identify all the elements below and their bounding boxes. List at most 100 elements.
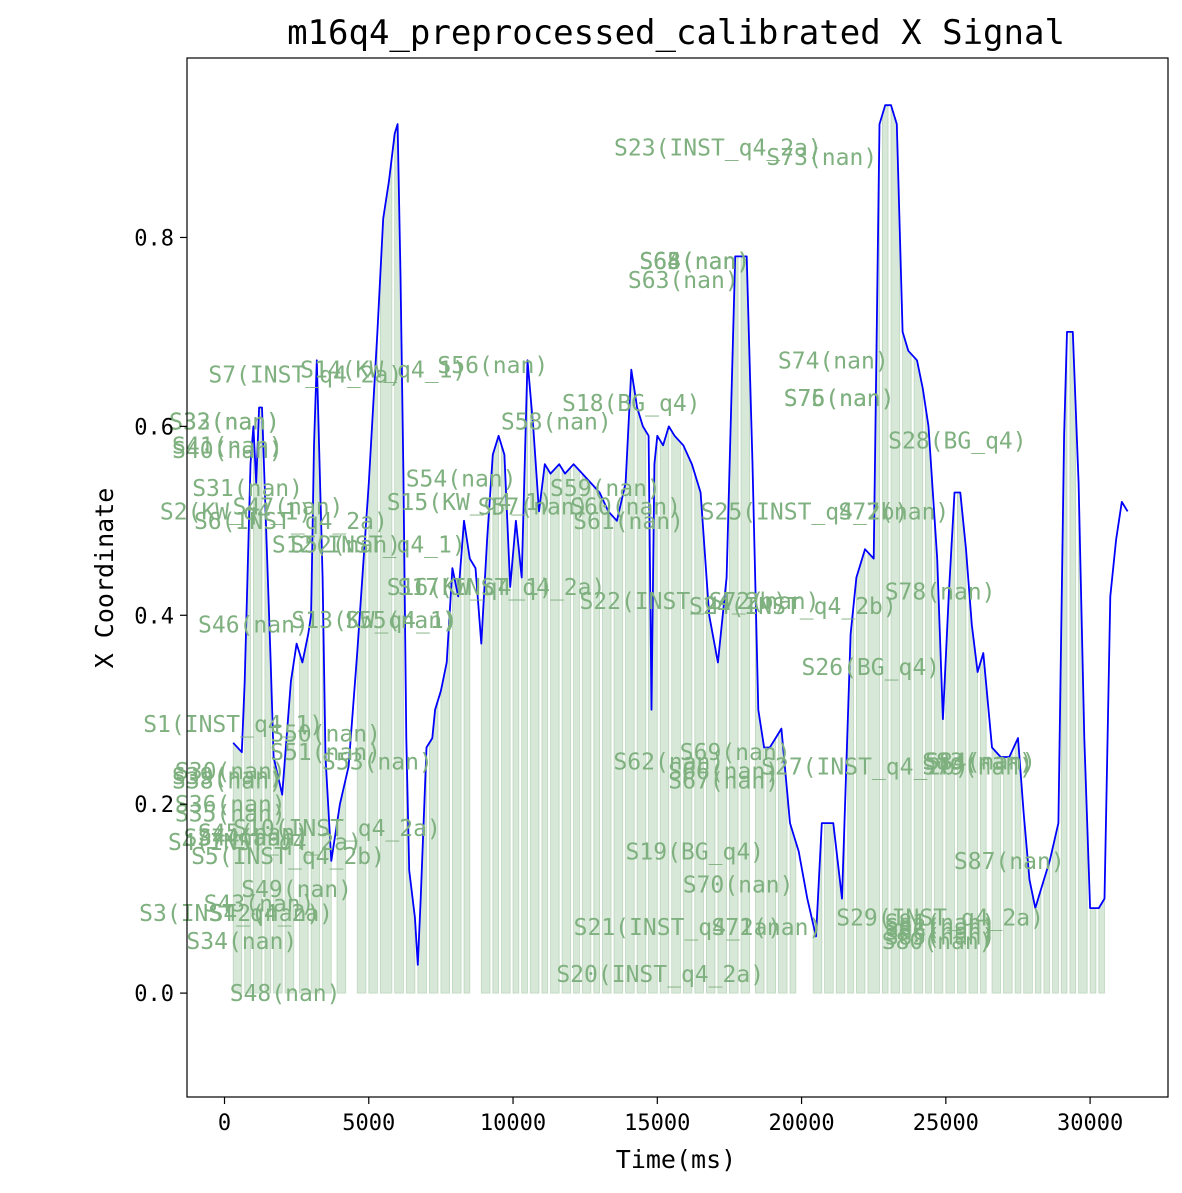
segment-label: S53(nan) [322, 750, 433, 776]
segment-label: S12(INST_q4_1) [272, 532, 466, 558]
segment-label: S66(nan) [668, 759, 779, 785]
chart-title: m16q4_preprocessed_calibrated X Signal [287, 13, 1065, 53]
plot-frame [186, 57, 1169, 1098]
segment-label: S64(nan) [639, 249, 750, 275]
segment-label: S60(nan) [570, 495, 681, 521]
segment-label: S35(nan) [175, 802, 286, 828]
segment-label: S26(BG_q4) [802, 655, 940, 681]
segment-label: S23(INST_q4_2a) [614, 136, 822, 162]
segment-label: S87(nan) [954, 849, 1065, 875]
segment-label: S63(nan) [628, 268, 739, 294]
segment-label: S30(nan) [175, 759, 286, 785]
segment-label: S22(INST_q4_2b) [579, 589, 787, 615]
segment-label: S43(nan) [204, 891, 315, 917]
x-tick-label: 25000 [913, 1111, 979, 1136]
segment-label: S2(KW_q4_1) [160, 499, 312, 525]
segment-label: S85(nan) [885, 924, 996, 950]
segment-label: S1(INST_q4_1) [143, 712, 323, 738]
segment-label: S49(nan) [241, 877, 352, 903]
segment-label: S41(nan) [172, 433, 283, 459]
segment-label: S33(nan) [169, 410, 280, 436]
segment-label: S61(nan) [573, 509, 684, 535]
segment-fill-57 [890, 105, 901, 994]
y-axis-label: X Coordinate [90, 488, 119, 669]
y-tick-label: 0.8 [134, 226, 174, 251]
segment-fill-76 [1089, 907, 1097, 994]
segment-label: S44(nan) [198, 825, 309, 851]
segment-label: S69(nan) [680, 740, 791, 766]
segment-label: S62(nan) [613, 750, 724, 776]
y-ticks: 0.0 0.2 0.4 0.6 0.8 [134, 226, 187, 1007]
segment-label: S70(nan) [683, 873, 794, 899]
segment-label: S15(KW_q4_1) [387, 490, 553, 516]
segment-fill-17 [428, 700, 439, 994]
x-tick-label: 0 [218, 1111, 231, 1136]
segment-label: S39(nan) [172, 764, 283, 790]
segment-label: S3(INST_q4_2a) [139, 901, 333, 927]
segment-label: S72(nan) [709, 589, 820, 615]
segment-fill-29 [561, 466, 572, 994]
segment-label: S51(nan) [270, 740, 381, 766]
segment-fill-56 [882, 104, 889, 994]
segment-label: S20(INST_q4_2a) [556, 962, 764, 988]
segment-label: S76(nan) [784, 386, 895, 412]
segment-label: S14(KW_q4_1) [300, 358, 466, 384]
segment-label: S71(nan) [712, 915, 823, 941]
segment-label: S10(INST_q4_2a) [233, 816, 441, 842]
segment-label: S75(nan) [784, 386, 895, 412]
segment-label-layer: S1(INST_q4_1)S2(KW_q4_1)S3(INST_q4_2a)S4… [139, 136, 1065, 1007]
segment-label: S6(INST_q4_2a) [194, 509, 388, 535]
y-tick-label: 0.4 [134, 604, 174, 629]
segment-label: S38(nan) [172, 769, 283, 795]
x-tick-label: 10000 [480, 1111, 546, 1136]
segment-label: S27(INST_q4_2b) [761, 754, 969, 780]
segment-label: S36(nan) [175, 792, 286, 818]
segment-label: S50(nan) [270, 721, 381, 747]
segment-label: S13(KW_q4_1) [291, 608, 457, 634]
segment-fill-27 [541, 463, 549, 994]
y-tick-label: 0.2 [134, 793, 174, 818]
segment-label: S52(nan) [290, 532, 401, 558]
segment-fill-77 [1098, 897, 1105, 994]
segment-fill-71 [1043, 860, 1051, 994]
segment-fill-40 [682, 445, 693, 994]
segment-label: S73(nan) [766, 145, 877, 171]
segment-label: S42(nan) [210, 901, 321, 927]
segment-label: S78(nan) [885, 580, 996, 606]
segment-label: S86(nan) [885, 920, 996, 946]
x-tick-label: 5000 [342, 1111, 395, 1136]
segment-label: S37(nan) [184, 825, 295, 851]
segment-fill-49 [789, 822, 797, 994]
segment-label: S81(nan) [885, 910, 996, 936]
segment-label: S80(nan) [882, 929, 993, 955]
segment-label: S65(nan) [639, 249, 750, 275]
y-tick-label: 0.0 [134, 982, 174, 1007]
y-tick-label: 0.6 [134, 415, 174, 440]
segment-label: S59(nan) [550, 476, 661, 502]
segment-label: S67(nan) [668, 769, 779, 795]
segment-fill-7 [299, 634, 309, 994]
segment-label: S18(BG_q4) [562, 391, 700, 417]
x-tick-label: 20000 [768, 1111, 834, 1136]
segment-label: S5(INST_q4_2b) [191, 844, 385, 870]
segment-fill-28 [550, 463, 560, 994]
segment-label: S46(nan) [198, 613, 309, 639]
segment-label: S4(INST_q4_2a) [168, 830, 362, 856]
segment-label: S40(nan) [172, 438, 283, 464]
segment-fill-51 [824, 822, 834, 994]
segment-label: S84(nan) [925, 750, 1036, 776]
segment-label: S7(INST_q4_2a) [208, 362, 402, 388]
segment-label: S56(nan) [437, 353, 548, 379]
segment-label: S48(nan) [230, 981, 341, 1007]
segment-label: S19(BG_q4) [626, 839, 764, 865]
segment-label: S82(nan) [885, 915, 996, 941]
segment-label: S24(INST_q4_2b) [689, 594, 897, 620]
signal-line [232, 104, 1129, 966]
segment-label: S21(INST_q4_2a) [574, 915, 782, 941]
segment-label: S45(nan) [198, 821, 309, 847]
segment-label: S77(nan) [839, 499, 950, 525]
segment-label: S55(nan) [345, 608, 456, 634]
segment-label: S57(nan) [478, 495, 589, 521]
segment-label: S83(nan) [922, 750, 1033, 776]
